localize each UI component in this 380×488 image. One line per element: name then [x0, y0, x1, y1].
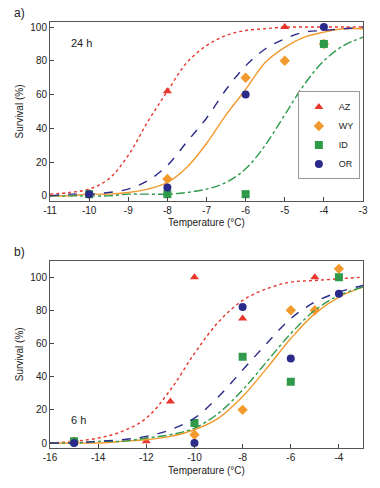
svg-text:-9: -9 [124, 205, 133, 216]
svg-text:WY: WY [339, 121, 354, 131]
svg-text:-10: -10 [82, 205, 97, 216]
svg-text:ID: ID [339, 140, 349, 150]
svg-text:Temperature (°C): Temperature (°C) [168, 217, 245, 228]
svg-text:-11: -11 [43, 205, 57, 216]
svg-text:Survival (%): Survival (%) [14, 85, 25, 139]
svg-text:-8: -8 [163, 205, 172, 216]
svg-text:-14: -14 [91, 452, 106, 463]
svg-text:100: 100 [30, 22, 47, 33]
svg-text:b): b) [14, 245, 25, 259]
svg-text:AZ: AZ [339, 102, 351, 112]
svg-text:80: 80 [36, 305, 48, 316]
svg-text:-16: -16 [43, 452, 58, 463]
svg-text:0: 0 [41, 190, 47, 201]
svg-text:-4: -4 [334, 452, 343, 463]
svg-text:-6: -6 [286, 452, 295, 463]
svg-text:-12: -12 [139, 452, 154, 463]
svg-text:-7: -7 [202, 205, 211, 216]
svg-text:-5: -5 [280, 205, 289, 216]
svg-text:20: 20 [36, 404, 48, 415]
svg-text:0: 0 [41, 438, 47, 449]
svg-text:24 h: 24 h [71, 37, 92, 49]
svg-text:-6: -6 [241, 205, 250, 216]
svg-text:20: 20 [36, 157, 48, 168]
svg-text:-8: -8 [238, 452, 247, 463]
svg-text:-10: -10 [187, 452, 202, 463]
svg-text:OR: OR [339, 159, 353, 169]
svg-text:40: 40 [36, 123, 48, 134]
svg-text:Survival (%): Survival (%) [14, 327, 25, 381]
svg-text:6 h: 6 h [71, 414, 86, 426]
svg-text:60: 60 [36, 89, 48, 100]
svg-text:Temperature (°C): Temperature (°C) [168, 465, 245, 476]
svg-text:40: 40 [36, 371, 48, 382]
svg-text:-4: -4 [319, 205, 328, 216]
svg-text:80: 80 [36, 55, 48, 66]
svg-text:60: 60 [36, 338, 48, 349]
svg-text:-3: -3 [359, 205, 368, 216]
svg-text:100: 100 [30, 272, 47, 283]
svg-text:a): a) [14, 6, 25, 20]
